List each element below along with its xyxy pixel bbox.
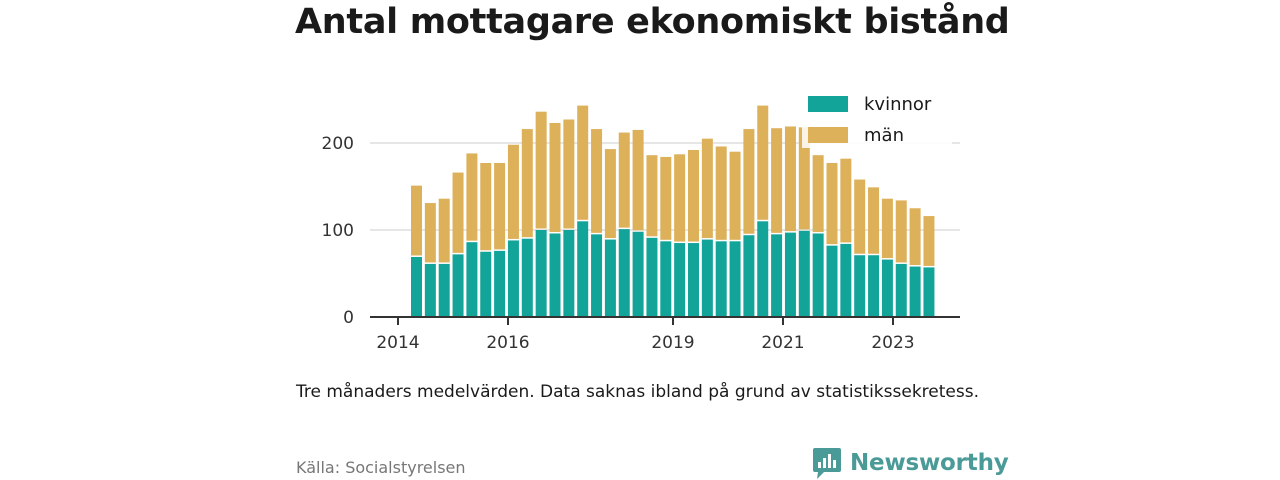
bar-kvinnor [757, 221, 769, 317]
bar-kvinnor [715, 241, 727, 317]
bar-man [660, 156, 672, 240]
bar-man [618, 132, 630, 228]
bar-kvinnor [604, 239, 616, 317]
bar-man [729, 151, 741, 240]
legend-swatch [808, 127, 848, 143]
bar-man [438, 198, 450, 263]
bar-kvinnor [701, 239, 713, 317]
bars [411, 105, 935, 317]
bar-man [632, 129, 644, 231]
stacked-bar-chart: 0 100 200 2014 2016 2019 2021 2023 kvinnor män [321, 88, 960, 353]
bar-kvinnor [743, 235, 755, 317]
bar-kvinnor [812, 233, 824, 317]
bar-kvinnor [535, 230, 547, 317]
bar-kvinnor [784, 232, 796, 317]
bar-man [466, 153, 478, 241]
bar-kvinnor [923, 267, 935, 317]
bar-kvinnor [549, 233, 561, 317]
bar-kvinnor [424, 263, 436, 317]
bar-kvinnor [660, 241, 672, 317]
bar-kvinnor [881, 259, 893, 317]
bar-man [854, 179, 866, 254]
bar-kvinnor [411, 256, 422, 317]
bar-kvinnor [729, 241, 741, 317]
bar-man [646, 155, 658, 237]
bar-man [535, 111, 547, 229]
bar-kvinnor [798, 230, 810, 317]
bar-kvinnor [854, 255, 866, 317]
brand-logo[interactable]: Newsworthy [812, 446, 1009, 480]
bar-man [577, 105, 589, 220]
bar-man [771, 128, 783, 233]
y-tick-label: 0 [343, 308, 354, 328]
bar-kvinnor [771, 234, 783, 317]
bar-man [743, 129, 755, 234]
x-tick-label: 2021 [761, 333, 804, 353]
bar-kvinnor [563, 230, 575, 317]
bar-man [715, 146, 727, 240]
bar-man [868, 187, 880, 254]
bar-man [923, 216, 935, 266]
bar-man [494, 163, 506, 250]
y-tick-label: 200 [322, 134, 354, 154]
bar-man [424, 203, 436, 263]
bar-kvinnor [688, 243, 699, 317]
newsworthy-logo-icon [813, 448, 841, 479]
bar-kvinnor [521, 238, 533, 317]
bar-kvinnor [895, 263, 907, 317]
bar-man [563, 119, 575, 229]
bar-man [909, 208, 921, 266]
bar-man [604, 149, 616, 239]
legend: kvinnor män [802, 88, 952, 148]
bar-man [798, 127, 810, 230]
x-tick-label: 2014 [376, 333, 419, 353]
bar-man [549, 122, 561, 232]
bar-man [591, 129, 603, 233]
bar-man [881, 198, 893, 259]
bar-kvinnor [577, 221, 589, 317]
bar-man [826, 163, 838, 245]
chart-title: Antal mottagare ekonomiskt bistånd [295, 2, 1010, 42]
x-tick-label: 2016 [486, 333, 529, 353]
legend-label: män [864, 125, 904, 146]
bar-man [701, 138, 713, 239]
bar-kvinnor [826, 245, 838, 317]
bar-man [784, 126, 796, 232]
bar-man [840, 158, 852, 243]
bar-kvinnor [480, 251, 492, 317]
bar-man [521, 129, 533, 238]
bar-man [674, 154, 686, 242]
bar-man [411, 185, 422, 256]
source-text: Källa: Socialstyrelsen [296, 458, 466, 477]
x-tick-label: 2019 [651, 333, 694, 353]
y-tick-label: 100 [322, 221, 354, 241]
bar-kvinnor [646, 237, 658, 317]
bar-kvinnor [466, 242, 478, 317]
bar-kvinnor [909, 266, 921, 317]
bar-kvinnor [494, 250, 506, 317]
chart-note: Tre månaders medelvärden. Data saknas ib… [296, 382, 979, 402]
bar-man [812, 155, 824, 232]
bar-man [507, 144, 519, 239]
bar-kvinnor [438, 263, 450, 317]
bar-man [895, 200, 907, 263]
bar-kvinnor [632, 231, 644, 317]
axes: 0 100 200 2014 2016 2019 2021 2023 [322, 134, 960, 353]
bar-kvinnor [840, 243, 852, 317]
bar-kvinnor [452, 254, 464, 317]
bar-kvinnor [618, 229, 630, 317]
bar-kvinnor [674, 243, 686, 317]
bar-man [688, 149, 699, 242]
x-tick-label: 2023 [871, 333, 914, 353]
legend-label: kvinnor [864, 94, 932, 115]
bar-man [480, 163, 492, 251]
bar-man [452, 172, 464, 253]
bar-kvinnor [507, 240, 519, 317]
bar-man [757, 105, 769, 220]
bar-kvinnor [591, 234, 603, 317]
bar-kvinnor [868, 255, 880, 317]
brand-name: Newsworthy [850, 450, 1009, 476]
legend-swatch [808, 96, 848, 112]
